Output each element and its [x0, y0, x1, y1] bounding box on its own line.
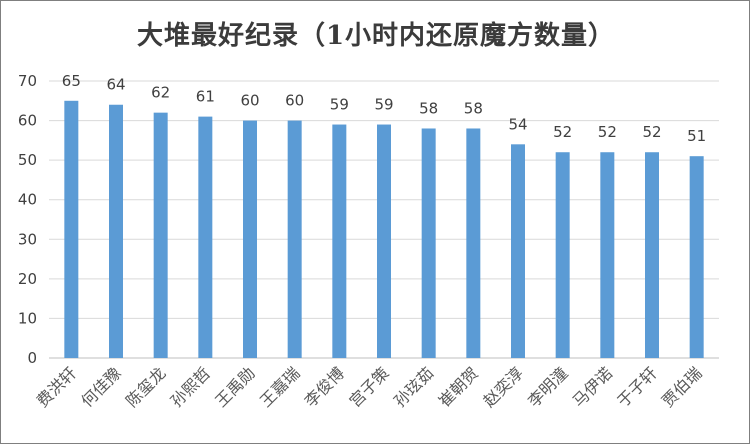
bar: [377, 124, 391, 359]
data-label: 60: [240, 92, 259, 110]
bar: [287, 120, 302, 358]
bar: [332, 124, 347, 359]
bar: [421, 128, 436, 358]
data-label: 64: [106, 76, 125, 94]
bar: [645, 152, 659, 358]
category-label: 陈玺龙: [122, 363, 169, 410]
category-label: 何佳豫: [77, 363, 124, 410]
data-label: 52: [553, 123, 572, 141]
bar: [511, 144, 525, 358]
category-label: 贾伯瑞: [658, 363, 705, 410]
category-label: 孙玹茹: [390, 363, 437, 410]
y-tick-label: 70: [18, 72, 37, 90]
category-label: 王禹勋: [211, 363, 258, 410]
data-label: 51: [687, 127, 706, 145]
bar: [64, 100, 79, 359]
bar: [555, 152, 570, 358]
y-tick-label: 30: [18, 230, 37, 248]
category-label: 马伊诺: [569, 363, 616, 410]
bar: [600, 152, 615, 358]
y-tick-label: 10: [18, 309, 37, 327]
bar: [243, 120, 257, 358]
bar: [109, 104, 123, 358]
chart-title: 大堆最好纪录（1小时内还原魔方数量）: [136, 21, 616, 51]
category-label: 赵奕淳: [479, 363, 526, 410]
data-label: 58: [464, 99, 483, 117]
bar: [198, 116, 213, 358]
bar: [466, 128, 481, 358]
bar: [153, 112, 168, 359]
data-label: 59: [374, 96, 393, 114]
data-label: 65: [62, 72, 81, 90]
data-label: 52: [642, 123, 661, 141]
category-label: 于子轩: [613, 363, 660, 410]
bar: [689, 156, 704, 358]
data-label: 61: [196, 88, 215, 106]
data-label: 62: [151, 84, 170, 102]
data-label: 58: [419, 99, 438, 117]
y-tick-label: 0: [27, 349, 37, 367]
data-label: 60: [285, 92, 304, 110]
data-label: 52: [598, 123, 617, 141]
y-tick-label: 50: [18, 151, 37, 169]
y-tick-label: 60: [18, 112, 37, 130]
category-label: 宫子策: [345, 363, 392, 410]
category-label: 费洪轩: [33, 363, 80, 410]
category-label: 王嘉瑞: [256, 363, 303, 410]
category-label: 崔朝贺: [435, 363, 482, 410]
data-label: 54: [508, 115, 527, 133]
category-label: 李明潼: [524, 363, 571, 410]
y-tick-label: 20: [18, 270, 37, 288]
category-label: 孙熙哲: [167, 363, 214, 410]
data-label: 59: [330, 96, 349, 114]
category-label: 李俊博: [301, 363, 348, 410]
y-tick-label: 40: [18, 191, 37, 209]
